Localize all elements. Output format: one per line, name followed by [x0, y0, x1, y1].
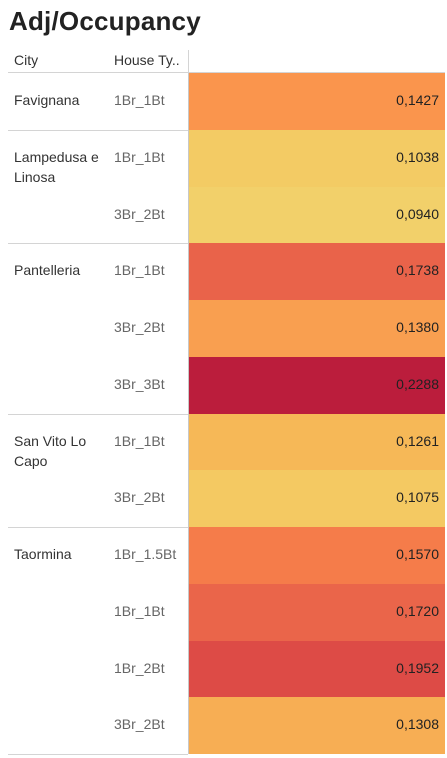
table-divider — [188, 73, 189, 754]
cell-value-label: 0,2288 — [396, 375, 439, 392]
cell-value-label: 0,0940 — [396, 205, 439, 222]
cell-value-label: 0,1952 — [396, 659, 439, 676]
house-type-label: 3Br_2Bt — [114, 319, 165, 335]
heatmap-cell[interactable]: 0,2288 — [189, 356, 445, 414]
house-type-label: 3Br_2Bt — [114, 489, 165, 506]
city-label: San Vito Lo Capo — [14, 432, 87, 469]
heatmap-cell[interactable]: 0,1038 — [189, 129, 445, 187]
header-divider — [188, 50, 189, 73]
heatmap-cell[interactable]: 0,1308 — [189, 697, 445, 755]
city-label: Lampedusa e Linosa — [14, 148, 99, 185]
cell-value-label: 0,1261 — [396, 432, 439, 449]
house-type-label: 1Br_1Bt — [114, 602, 165, 619]
heatmap-cell[interactable]: 0,1380 — [189, 300, 445, 357]
heatmap-cell[interactable]: 0,1738 — [189, 243, 445, 301]
house-type-label: 3Br_2Bt — [114, 716, 165, 733]
cell-value-label: 0,1570 — [396, 546, 439, 562]
group-separator — [8, 130, 188, 131]
heatmap-cell[interactable]: 0,0940 — [189, 186, 445, 244]
house-type-label: 1Br_1Bt — [114, 92, 165, 108]
heatmap-cell[interactable]: 0,1075 — [189, 470, 445, 528]
cell-value-label: 0,1075 — [396, 489, 439, 506]
house-type-label: 1Br_1.5Bt — [114, 546, 177, 562]
house-type-label: 3Br_3Bt — [114, 375, 165, 392]
city-label: Pantelleria — [14, 262, 81, 279]
page-title: Adj/Occupancy — [9, 6, 201, 36]
house-type-label: 3Br_2Bt — [114, 205, 165, 222]
cell-value-label: 0,1038 — [396, 148, 439, 165]
house-type-label: 1Br_1Bt — [114, 262, 165, 279]
group-separator — [8, 527, 188, 528]
city-label: Favignana — [14, 92, 80, 108]
group-separator — [8, 243, 188, 244]
house-type-label: 1Br_1Bt — [114, 148, 165, 165]
house-type-column-header[interactable]: House Ty.. — [114, 52, 180, 68]
heatmap-cell[interactable]: 0,1952 — [189, 640, 445, 698]
heatmap-cell[interactable]: 0,1720 — [189, 583, 445, 641]
city-label: Taormina — [14, 546, 72, 562]
group-separator — [8, 754, 188, 755]
cell-value-label: 0,1738 — [396, 262, 439, 279]
house-type-label: 1Br_2Bt — [114, 659, 165, 676]
heatmap-cell[interactable]: 0,1427 — [189, 73, 445, 130]
cell-value-label: 0,1308 — [396, 716, 439, 733]
group-separator — [8, 414, 188, 415]
heatmap-cell[interactable]: 0,1261 — [189, 413, 445, 471]
cell-value-label: 0,1720 — [396, 602, 439, 619]
cell-value-label: 0,1380 — [396, 319, 439, 335]
house-type-label: 1Br_1Bt — [114, 432, 165, 449]
city-column-header[interactable]: City — [14, 52, 39, 68]
cell-value-label: 0,1427 — [396, 92, 439, 108]
header-rule — [8, 72, 445, 73]
heatmap-cell[interactable]: 0,1570 — [189, 527, 445, 584]
